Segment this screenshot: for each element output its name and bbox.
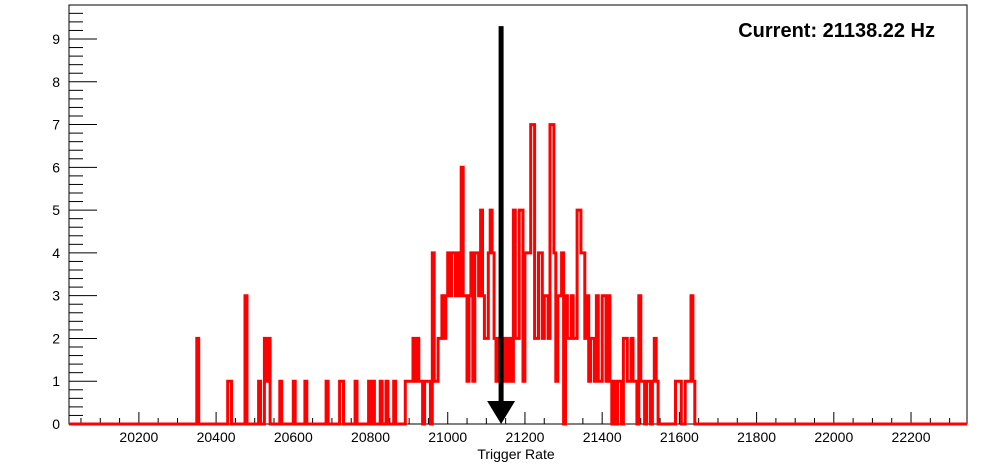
- plot-frame: [68, 4, 968, 425]
- y-tick-label: 9: [52, 31, 60, 47]
- x-tick-label: 22000: [814, 429, 853, 445]
- y-tick-label: 1: [52, 373, 60, 389]
- x-tick-label: 21000: [428, 429, 467, 445]
- x-axis-label: Trigger Rate: [477, 446, 555, 462]
- y-axis: 0 1 2 3 4 5 6 7 8 9: [52, 12, 97, 432]
- x-tick-label: 20400: [197, 429, 236, 445]
- current-rate-label: Current: 21138.22 Hz: [738, 20, 935, 42]
- x-tick-label: 21800: [737, 429, 776, 445]
- y-tick-label: 8: [52, 74, 60, 90]
- y-tick-label: 0: [52, 416, 60, 432]
- x-tick-label: 20200: [119, 429, 158, 445]
- y-tick-label: 3: [52, 288, 60, 304]
- x-tick-label: 21600: [660, 429, 699, 445]
- y-tick-label: 4: [52, 245, 60, 261]
- x-tick-label: 20600: [274, 429, 313, 445]
- x-tick-label: 21400: [583, 429, 622, 445]
- arrow-head-icon: [487, 401, 516, 424]
- y-tick-label: 7: [52, 117, 60, 133]
- current-value-arrow: [487, 26, 516, 424]
- y-tick-label: 5: [52, 202, 60, 218]
- x-tick-label: 22200: [892, 429, 931, 445]
- y-tick-label: 2: [52, 330, 60, 346]
- x-tick-label: 20800: [351, 429, 390, 445]
- x-tick-label: 21200: [505, 429, 544, 445]
- histogram-line: [69, 123, 967, 426]
- y-tick-label: 6: [52, 159, 60, 175]
- x-axis: 20200 20400 20600 20800 21000 21200 21400 21600…: [80, 412, 951, 445]
